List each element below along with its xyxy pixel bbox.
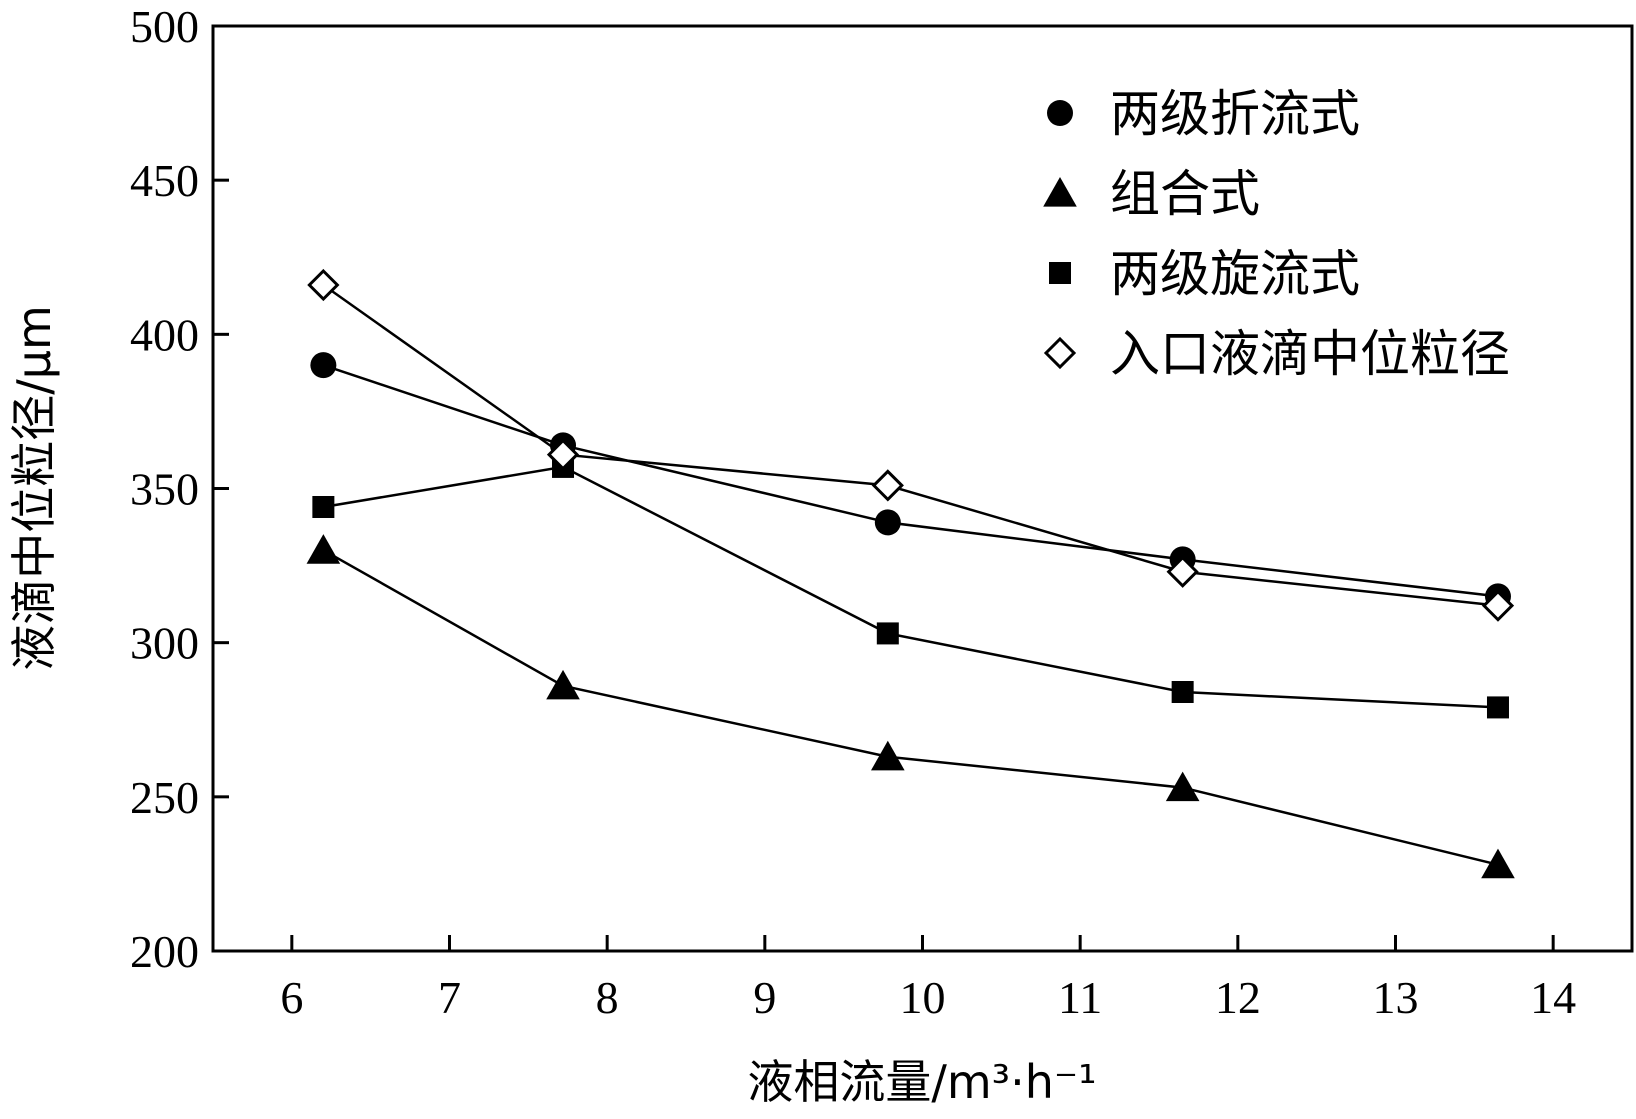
legend-marker [1049,262,1071,284]
data-point [1166,555,1199,588]
data-point [871,740,905,771]
data-point [1481,589,1515,622]
legend-item: 入口液滴中位粒径 [1043,325,1510,383]
data-point [306,534,341,564]
x-axis: 6 7 8 9 10 11 12 13 14 [280,935,1576,1023]
x-tick-label: 9 [753,972,776,1023]
y-tick-label: 400 [130,309,199,360]
plot-frame [211,24,1634,953]
y-tick-label: 200 [130,926,199,977]
x-tick-label: 10 [900,972,946,1023]
data-point [1481,848,1515,879]
legend-item: 组合式 [1043,165,1260,223]
legend-label: 入口液滴中位粒径 [1110,325,1510,383]
series-4 [307,268,1515,622]
y-tick-label: 350 [130,464,199,515]
x-tick-label: 14 [1530,972,1576,1023]
y-axis: 200 250 300 350 400 450 500 [130,1,229,977]
data-point [876,622,899,645]
y-tick-label: 250 [130,772,199,823]
legend-marker [1043,336,1077,370]
legend-label: 两级旋流式 [1110,245,1360,303]
x-tick-label: 11 [1058,972,1102,1023]
x-tick-label: 7 [438,972,461,1023]
series-3 [312,455,1509,719]
x-tick-label: 12 [1215,972,1261,1023]
data-point [1165,771,1200,802]
x-tick-label: 13 [1373,972,1419,1023]
series-line [322,363,1499,598]
legend-item: 两级旋流式 [1049,245,1360,303]
x-tick-label: 6 [280,972,303,1023]
series-2 [306,534,1515,879]
data-point [871,469,904,502]
x-axis-title: 液相流量/m³·h⁻¹ [747,1055,1096,1109]
legend-label: 两级折流式 [1110,85,1360,143]
legend-label: 组合式 [1110,165,1260,223]
data-point [1486,696,1509,719]
data-point [546,438,580,471]
data-point [312,496,335,518]
y-axis-title: 液滴中位粒径/μm [7,305,61,671]
series-line [322,549,1499,866]
legend-marker [1043,177,1077,207]
series-layer [306,268,1515,879]
legend-item: 两级折流式 [1047,85,1360,143]
legend-marker [1047,100,1073,126]
data-point [307,268,340,302]
data-point [546,669,580,700]
x-tick-label: 8 [596,972,619,1023]
data-point [310,352,337,379]
y-tick-label: 500 [130,1,199,52]
y-tick-label: 300 [130,618,199,669]
series-1 [310,352,1511,610]
data-point [874,509,901,536]
data-point [1171,681,1194,703]
y-tick-label: 450 [130,155,199,206]
